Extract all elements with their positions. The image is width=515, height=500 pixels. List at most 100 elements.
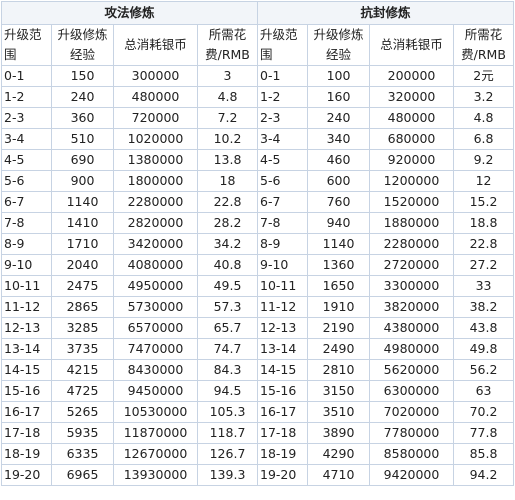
cell-silver-seal-resist: 5620000 [369,359,455,381]
cell-exp-attack: 1710 [51,233,114,255]
cell-silver-seal-resist: 2280000 [369,233,455,255]
cell-rmb-seal-resist: 33 [453,275,515,297]
cell-range-attack: 1-2 [1,86,52,108]
cell-silver-attack: 8430000 [113,359,198,381]
cell-rmb-seal-resist: 15.2 [453,191,515,213]
cell-silver-seal-resist: 680000 [369,128,455,150]
cell-exp-seal-resist: 1360 [307,254,371,276]
cell-range-seal-resist: 17-18 [257,422,309,444]
table-row: 15-16 4725 9450000 94.5 15-16 3150 6300000 63 [1,380,515,402]
cell-exp-attack: 1410 [51,212,114,234]
cell-range-attack: 14-15 [1,359,52,381]
table-row: 0-1 150 300000 3 0-1 100 200000 2元 [1,65,515,87]
cell-exp-attack: 5265 [51,401,114,423]
cell-rmb-attack: 28.2 [196,212,259,234]
cell-range-seal-resist: 3-4 [257,128,309,150]
table-row: 13-14 3735 7470000 74.7 13-14 2490 4980000 49.8 [1,338,515,360]
cell-rmb-attack: 13.8 [196,149,259,171]
cell-exp-seal-resist: 3890 [307,422,371,444]
section-title-row: 攻法修炼 抗封修炼 [0,1,515,25]
cell-rmb-seal-resist: 70.2 [453,401,515,423]
section-title-attack: 攻法修炼 [0,1,259,25]
cell-exp-seal-resist: 2190 [307,317,371,339]
cell-rmb-attack: 40.8 [196,254,259,276]
cell-silver-seal-resist: 4980000 [369,338,455,360]
cell-rmb-seal-resist: 18.8 [453,212,515,234]
cell-exp-attack: 360 [51,107,114,129]
table-row: 10-11 2475 4950000 49.5 10-11 1650 3300000 33 [1,275,515,297]
cell-rmb-seal-resist: 56.2 [453,359,515,381]
cell-rmb-seal-resist: 43.8 [453,317,515,339]
cell-exp-seal-resist: 1650 [307,275,371,297]
cell-range-attack: 6-7 [1,191,52,213]
cell-exp-attack: 4215 [51,359,114,381]
cell-exp-seal-resist: 4710 [307,464,371,486]
cell-exp-attack: 6335 [51,443,114,465]
cell-silver-attack: 6570000 [113,317,198,339]
cell-rmb-seal-resist: 49.8 [453,338,515,360]
cell-silver-attack: 4080000 [113,254,198,276]
cell-silver-attack: 2280000 [113,191,198,213]
cell-rmb-attack: 65.7 [196,317,259,339]
column-header-row: 升级范围 升级修炼经验 总消耗银币 所需花费/RMB 升级范围 升级修炼经验 总… [1,24,515,66]
cell-range-seal-resist: 0-1 [257,65,309,87]
section-title-seal-resist: 抗封修炼 [257,1,515,25]
cell-exp-seal-resist: 1140 [307,233,371,255]
cell-rmb-seal-resist: 9.2 [453,149,515,171]
table-row: 4-5 690 1380000 13.8 4-5 460 920000 9.2 [1,149,515,171]
cell-exp-attack: 2865 [51,296,114,318]
cell-silver-seal-resist: 1520000 [369,191,455,213]
cell-range-attack: 4-5 [1,149,52,171]
cell-exp-seal-resist: 3510 [307,401,371,423]
cell-rmb-attack: 126.7 [196,443,259,465]
cell-exp-seal-resist: 2490 [307,338,371,360]
cell-rmb-seal-resist: 85.8 [453,443,515,465]
col-header-silver-a: 总消耗银币 [113,24,198,66]
cell-silver-seal-resist: 2720000 [369,254,455,276]
table-row: 12-13 3285 6570000 65.7 12-13 2190 4380000 43.8 [1,317,515,339]
cell-silver-seal-resist: 3820000 [369,296,455,318]
cell-exp-attack: 240 [51,86,114,108]
col-header-silver-b: 总消耗银币 [369,24,455,66]
cell-exp-seal-resist: 340 [307,128,371,150]
cell-rmb-seal-resist: 27.2 [453,254,515,276]
cell-range-attack: 17-18 [1,422,52,444]
col-header-range-b: 升级范围 [257,24,309,66]
cell-silver-attack: 1800000 [113,170,198,192]
cell-silver-attack: 1020000 [113,128,198,150]
cell-silver-attack: 480000 [113,86,198,108]
cell-rmb-seal-resist: 77.8 [453,422,515,444]
table-row: 7-8 1410 2820000 28.2 7-8 940 1880000 18.8 [1,212,515,234]
table-row: 8-9 1710 3420000 34.2 8-9 1140 2280000 22.8 [1,233,515,255]
cell-rmb-seal-resist: 12 [453,170,515,192]
cultivation-cost-table: 攻法修炼 抗封修炼 升级范围 升级修炼经验 总消耗银币 所需花费/RMB 升级范… [0,1,515,486]
cell-exp-seal-resist: 2810 [307,359,371,381]
cell-rmb-seal-resist: 3.2 [453,86,515,108]
cell-silver-seal-resist: 6300000 [369,380,455,402]
cell-rmb-attack: 22.8 [196,191,259,213]
cell-range-attack: 5-6 [1,170,52,192]
cell-rmb-seal-resist: 22.8 [453,233,515,255]
cell-range-attack: 13-14 [1,338,52,360]
cell-silver-attack: 10530000 [113,401,198,423]
cell-silver-seal-resist: 9420000 [369,464,455,486]
table-row: 3-4 510 1020000 10.2 3-4 340 680000 6.8 [1,128,515,150]
table-row: 9-10 2040 4080000 40.8 9-10 1360 2720000 27.2 [1,254,515,276]
cell-rmb-attack: 118.7 [196,422,259,444]
cell-range-seal-resist: 14-15 [257,359,309,381]
cell-range-attack: 16-17 [1,401,52,423]
col-header-rmb-b: 所需花费/RMB [453,24,515,66]
cell-range-seal-resist: 5-6 [257,170,309,192]
cell-silver-attack: 720000 [113,107,198,129]
cell-range-attack: 3-4 [1,128,52,150]
cell-silver-seal-resist: 920000 [369,149,455,171]
cell-range-attack: 18-19 [1,443,52,465]
cell-rmb-attack: 139.3 [196,464,259,486]
cell-range-attack: 11-12 [1,296,52,318]
cell-rmb-seal-resist: 94.2 [453,464,515,486]
cell-silver-seal-resist: 8580000 [369,443,455,465]
cell-exp-seal-resist: 3150 [307,380,371,402]
cell-exp-seal-resist: 600 [307,170,371,192]
cell-range-seal-resist: 12-13 [257,317,309,339]
cell-range-attack: 10-11 [1,275,52,297]
